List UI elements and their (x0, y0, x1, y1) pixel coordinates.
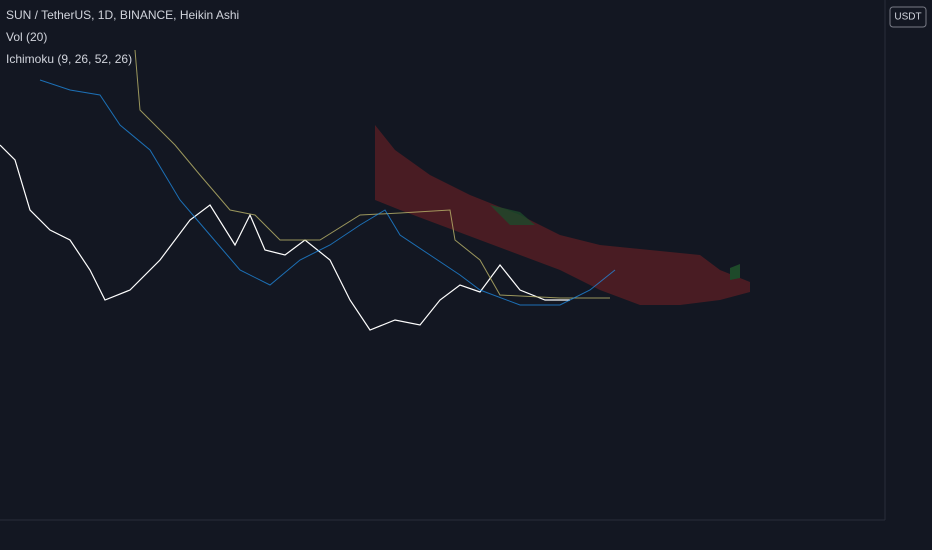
indicator-label: Vol (20) (6, 30, 47, 44)
currency-badge[interactable] (889, 6, 927, 28)
ichimoku-cloud-green (730, 264, 740, 280)
price-axis (885, 0, 932, 550)
indicator-label: Ichimoku (9, 26, 52, 26) (6, 52, 132, 66)
currency-label[interactable]: USDT (894, 12, 921, 23)
chart-title: SUN / TetherUS, 1D, BINANCE, Heikin Ashi (6, 8, 239, 22)
ichimoku-cloud (375, 125, 750, 305)
ichimoku-conversion-line (39, 79, 616, 306)
ichimoku-lagging-span (0, 144, 570, 331)
ichimoku-base-line (134, 49, 610, 299)
ichimoku-cloud-green (490, 205, 535, 225)
